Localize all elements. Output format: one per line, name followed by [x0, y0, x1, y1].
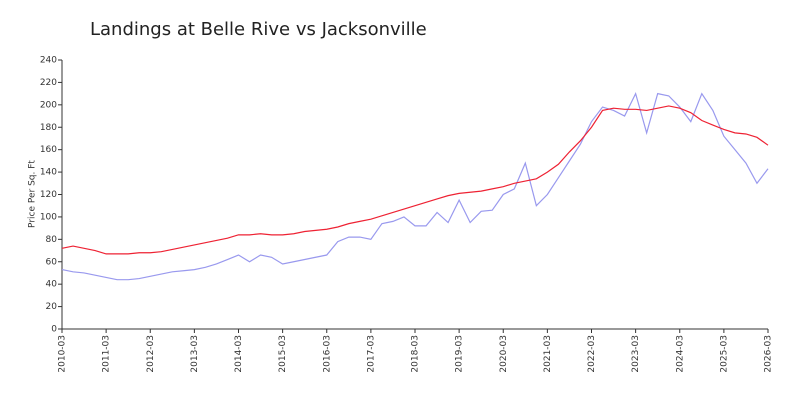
x-tick-label: 2018-03 [411, 335, 421, 373]
y-tick-label: 220 [40, 78, 57, 88]
x-tick-label: 2019-03 [455, 335, 465, 373]
data-line [61, 105, 769, 255]
y-tick-label: 0 [51, 325, 57, 335]
x-tick-label: 2024-03 [675, 335, 685, 373]
y-tick-label: 200 [40, 100, 57, 110]
y-tick-label: 100 [40, 212, 57, 222]
x-tick-label: 2015-03 [278, 335, 288, 373]
y-tick-label: 140 [40, 168, 57, 178]
x-tick-label: 2016-03 [322, 335, 332, 373]
x-tick-label: 2017-03 [366, 335, 376, 373]
data-line [61, 91, 769, 281]
x-tick-label: 2011-03 [102, 335, 112, 373]
x-tick-label: 2010-03 [58, 335, 68, 373]
y-tick-label: 40 [46, 280, 58, 290]
x-tick-label: 2026-03 [764, 335, 774, 373]
x-tick-label: 2023-03 [631, 335, 641, 373]
y-tick-label: 240 [40, 56, 57, 66]
y-tick-label: 80 [46, 235, 58, 245]
x-tick-label: 2021-03 [543, 335, 553, 373]
x-tick-label: 2025-03 [719, 335, 729, 373]
x-tick-label: 2022-03 [587, 335, 597, 373]
y-tick-label: 60 [46, 257, 58, 267]
y-tick-label: 20 [46, 302, 58, 312]
y-tick-label: 180 [40, 123, 57, 133]
x-tick-label: 2020-03 [499, 335, 509, 373]
x-tick-label: 2012-03 [146, 335, 156, 373]
x-tick-label: 2013-03 [190, 335, 200, 373]
y-tick-label: 120 [40, 190, 57, 200]
x-tick-label: 2014-03 [234, 335, 244, 373]
y-tick-label: 160 [40, 145, 57, 155]
y-axis-label: Price Per Sq. Ft [28, 160, 38, 228]
chart-title: Landings at Belle Rive vs Jacksonville [90, 19, 427, 40]
